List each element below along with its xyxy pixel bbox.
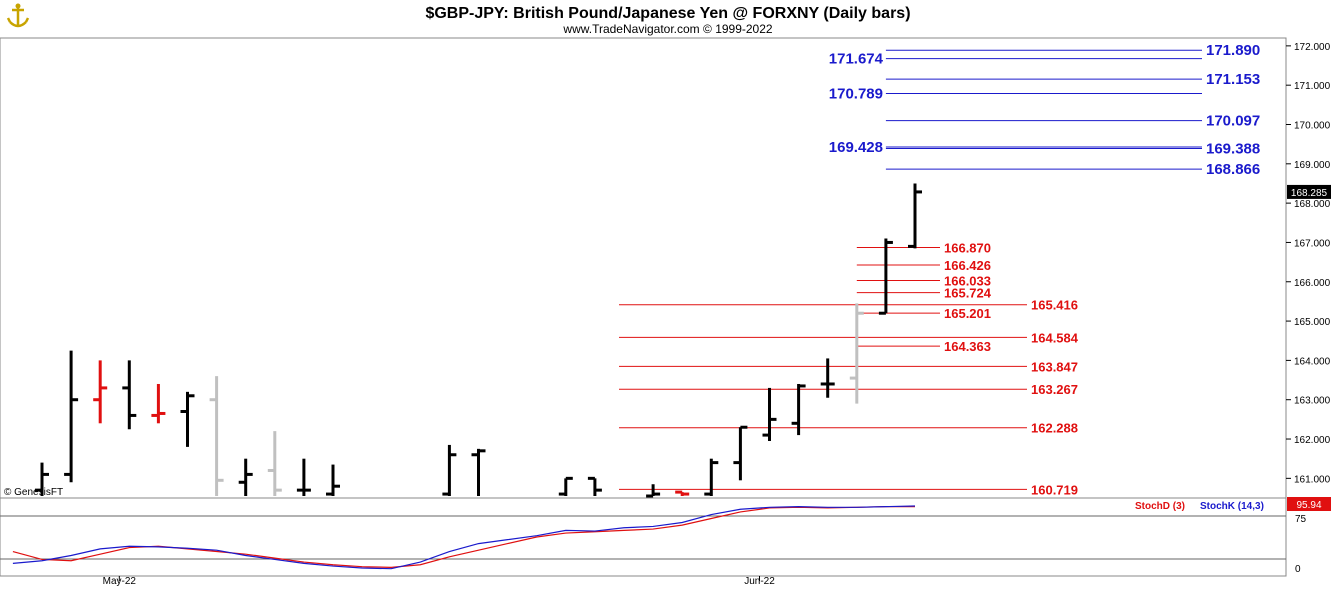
ohlc-bar: [820, 358, 835, 398]
y-tick-label: 161.000: [1294, 474, 1331, 485]
ohlc-bar: [704, 458, 719, 496]
date-axis: May-22 Jun-22: [103, 576, 775, 587]
price-panel-frame: [0, 37, 1287, 499]
ohlc-bar: [587, 476, 602, 496]
price-axis: 161.000 162.000 163.000 164.000 165.000 166.0…: [1286, 42, 1331, 485]
ohlc-bar: [733, 425, 748, 481]
level-label: 171.674: [829, 51, 884, 68]
ohlc-bar: [326, 464, 340, 496]
ohlc-bar: [471, 448, 486, 496]
chart-title: $GBP-JPY: British Pound/Japanese Yen @ F…: [425, 5, 910, 22]
y-tick-label: 166.000: [1294, 278, 1331, 289]
ohlc-bar: [267, 431, 282, 496]
level-label: 166.033: [944, 273, 991, 288]
stochk-line: [12, 505, 916, 570]
stochk-legend: StochK (14,3): [1200, 501, 1264, 512]
level-label: 163.847: [1031, 359, 1078, 374]
last-price-label: 168.285: [1291, 188, 1328, 199]
ohlc-bar: [122, 360, 137, 430]
ohlc-bar: [64, 350, 79, 483]
x-tick-label: Jun-22: [744, 576, 775, 587]
level-label: 168.866: [1206, 161, 1260, 178]
stoch-value-text: 95.94: [1296, 500, 1321, 511]
y-tick-label: 162.000: [1294, 435, 1331, 446]
bars-layer: [35, 183, 922, 498]
ohlc-bar: [151, 383, 166, 424]
level-label: 164.363: [944, 339, 991, 354]
y-tick-label: 168.000: [1294, 199, 1331, 210]
ohlc-bar: [93, 360, 108, 424]
watermark-text: © GenesisFT: [4, 487, 63, 498]
y-tick-label: 165.000: [1294, 317, 1331, 328]
level-label: 170.097: [1206, 113, 1260, 130]
ohlc-bar: [791, 383, 806, 436]
y-tick-label: 170.000: [1294, 120, 1331, 131]
stoch-layer: [12, 505, 916, 570]
level-label: 166.870: [944, 241, 991, 256]
stochd-legend: StochD (3): [1135, 501, 1185, 512]
level-label: 165.201: [944, 306, 991, 321]
last-price-tag: 168.285: [1287, 184, 1331, 199]
price-axis-bg: [1286, 38, 1336, 498]
y-tick-label: 167.000: [1294, 238, 1331, 249]
y-tick-label: 163.000: [1294, 396, 1331, 407]
ohlc-bar: [296, 458, 311, 496]
ohlc-bar: [180, 391, 195, 447]
logo-icon: [4, 3, 32, 31]
ohlc-bar: [849, 303, 864, 404]
y-tick-label: 164.000: [1294, 356, 1331, 367]
ohlc-bar: [558, 476, 573, 496]
ohlc-bar: [762, 387, 777, 441]
stoch-value-badge: [1287, 497, 1331, 511]
level-label: 171.153: [1206, 71, 1260, 88]
levels-layer: 171.890 171.674 171.153 170.789 170.097 169.4…: [619, 42, 1260, 497]
level-label: 165.416: [1031, 298, 1078, 313]
level-label: 169.428: [829, 139, 883, 156]
ohlc-bar: [238, 458, 253, 496]
ohlc-bar: [675, 490, 690, 496]
ohlc-bar: [35, 462, 49, 496]
level-label: 165.724: [944, 286, 992, 301]
ohlc-bar: [908, 183, 922, 249]
ohlc-bar: [646, 484, 661, 498]
level-label: 163.267: [1031, 382, 1078, 397]
ohlc-bar: [209, 376, 224, 496]
stoch-axis-0: 0: [1295, 564, 1301, 575]
ohlc-bar: [878, 238, 893, 315]
level-label: 166.426: [944, 258, 991, 273]
y-tick-label: 169.000: [1294, 160, 1331, 171]
y-tick-label: 172.000: [1294, 42, 1331, 53]
ohlc-bar: [442, 444, 457, 496]
chart-subtitle: www.TradeNavigator.com © 1999-2022: [562, 22, 772, 36]
level-label: 171.890: [1206, 42, 1260, 59]
level-label: 164.584: [1031, 330, 1079, 345]
indicator-panel-frame: [0, 497, 1287, 577]
level-label: 162.288: [1031, 421, 1078, 436]
y-tick-label: 171.000: [1294, 81, 1331, 92]
x-tick-label: May-22: [103, 576, 137, 587]
level-label: 160.719: [1031, 482, 1078, 497]
level-label: 170.789: [829, 85, 883, 102]
stoch-axis-75: 75: [1295, 514, 1307, 525]
level-label: 169.388: [1206, 141, 1260, 158]
